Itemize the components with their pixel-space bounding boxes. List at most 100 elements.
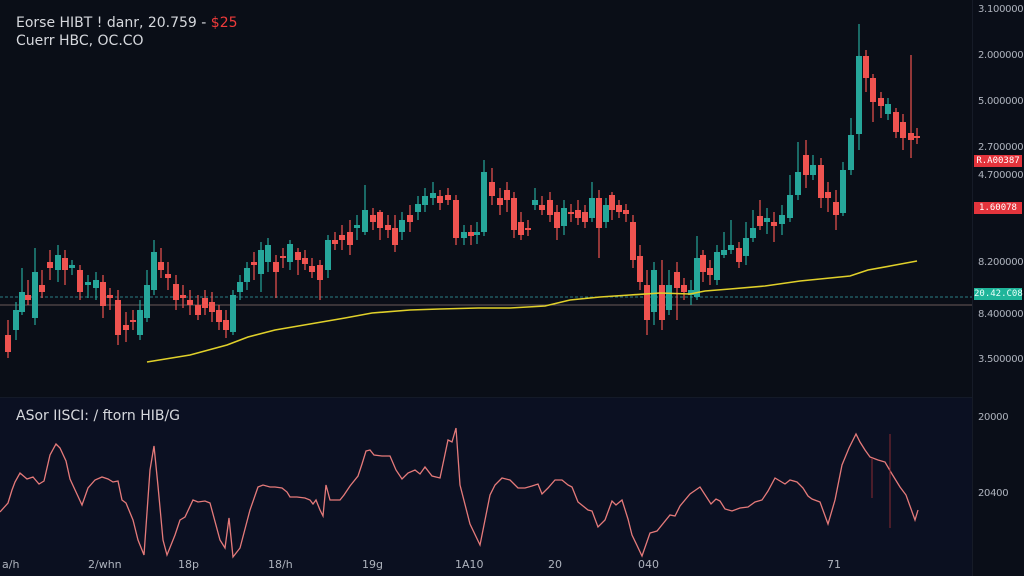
candle xyxy=(317,260,323,300)
candle xyxy=(295,248,301,275)
candle xyxy=(539,196,545,215)
candle xyxy=(195,295,201,320)
candle xyxy=(144,270,150,322)
candle xyxy=(810,155,816,180)
indicator-axis-label: 20400 xyxy=(978,488,1009,499)
candle xyxy=(223,310,229,338)
candle xyxy=(77,265,83,300)
pane-divider[interactable] xyxy=(0,397,1024,398)
candle xyxy=(230,290,236,335)
candle xyxy=(750,210,756,242)
candle xyxy=(525,220,531,236)
time-axis-label: 040 xyxy=(638,558,659,571)
candle xyxy=(309,258,315,278)
candle xyxy=(237,275,243,300)
candle xyxy=(764,208,770,234)
legend-line-1: Eorse HIBT ! danr, 20.759 - $25 xyxy=(16,14,238,32)
price-axis-label: 3.500000 xyxy=(978,354,1024,365)
candle xyxy=(623,204,629,222)
time-axis[interactable] xyxy=(0,550,972,576)
candle xyxy=(25,280,31,305)
candle xyxy=(771,212,777,242)
indicator-legend: ASor IISCI: / ftorn HIB/G xyxy=(16,408,181,424)
candle xyxy=(85,275,91,298)
candle xyxy=(265,238,271,272)
candle xyxy=(532,188,538,210)
time-axis-label: 19g xyxy=(362,558,383,571)
candle xyxy=(497,188,503,215)
candle xyxy=(244,262,250,290)
candle xyxy=(489,168,495,205)
candle xyxy=(825,182,831,212)
candle xyxy=(55,245,61,282)
candle xyxy=(187,290,193,315)
candle xyxy=(347,220,353,255)
candle xyxy=(437,190,443,210)
candle xyxy=(151,240,157,295)
candle xyxy=(62,250,68,285)
time-axis-label: 1A10 xyxy=(455,558,484,571)
time-axis-label: a/h xyxy=(2,558,20,571)
candle xyxy=(47,250,53,280)
candle xyxy=(596,190,602,258)
candle xyxy=(818,158,824,208)
candle xyxy=(216,305,222,330)
candle xyxy=(325,235,331,278)
symbol-legend: Eorse HIBT ! danr, 20.759 - $25 Cuerr HB… xyxy=(16,14,238,50)
candle xyxy=(700,250,706,282)
candle xyxy=(430,182,436,205)
candle xyxy=(468,225,474,245)
candle xyxy=(714,245,720,285)
candle xyxy=(870,74,876,122)
candle xyxy=(251,252,257,280)
candle xyxy=(130,310,136,330)
candle xyxy=(273,255,279,298)
candle xyxy=(609,192,615,220)
candle xyxy=(13,302,19,340)
candle xyxy=(848,118,854,175)
price-tag: 1.60078 xyxy=(974,202,1022,214)
time-axis-label: 71 xyxy=(827,558,841,571)
moving-average-line xyxy=(146,260,918,363)
candle xyxy=(721,232,727,258)
candle xyxy=(5,320,11,358)
candle xyxy=(674,262,680,320)
candle xyxy=(863,50,869,92)
candle xyxy=(173,275,179,310)
candle xyxy=(422,188,428,212)
oscillator-chart xyxy=(0,427,919,559)
candle xyxy=(630,215,636,268)
price-axis-label: 2.000000 xyxy=(978,50,1024,61)
time-axis-label: 18/h xyxy=(268,558,293,571)
candle xyxy=(554,205,560,240)
candle xyxy=(893,108,899,138)
candle xyxy=(803,140,809,188)
candle xyxy=(354,215,360,240)
candle xyxy=(481,160,487,236)
candle xyxy=(302,250,308,270)
candle xyxy=(518,212,524,240)
price-axis-label: 3.100000 xyxy=(978,4,1024,15)
candle xyxy=(370,208,376,230)
candle xyxy=(392,215,398,252)
candle xyxy=(202,290,208,315)
candle xyxy=(287,240,293,270)
candle xyxy=(547,192,553,222)
candle xyxy=(504,182,510,212)
candle xyxy=(511,192,517,238)
candle xyxy=(637,245,643,290)
price-tag: 20.42.C08 xyxy=(974,288,1023,300)
candle xyxy=(107,288,113,310)
candle xyxy=(377,210,383,240)
candle xyxy=(100,275,106,318)
candle xyxy=(258,242,264,292)
candle xyxy=(445,188,451,205)
candle xyxy=(644,270,650,335)
candle xyxy=(575,200,581,225)
candle xyxy=(878,92,884,118)
candle xyxy=(757,200,763,230)
candle xyxy=(32,248,38,325)
candle xyxy=(453,195,459,245)
candlestick-chart xyxy=(0,24,972,363)
